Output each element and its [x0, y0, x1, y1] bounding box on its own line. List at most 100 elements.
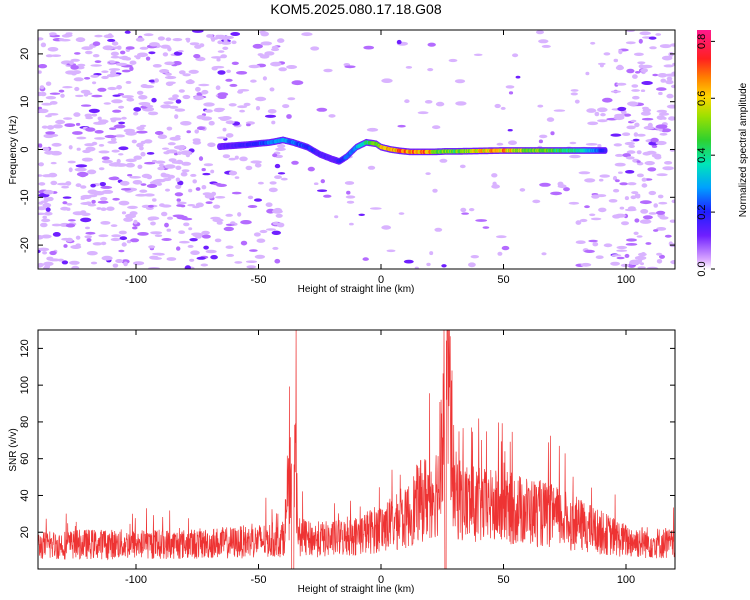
noise-speckle	[629, 259, 641, 265]
noise-speckle	[43, 189, 54, 195]
noise-speckle	[108, 73, 121, 77]
noise-speckle	[147, 204, 154, 208]
noise-speckle	[154, 234, 163, 237]
noise-speckle	[600, 113, 606, 117]
noise-speckle	[98, 234, 109, 238]
noise-speckle	[254, 163, 262, 168]
spectrogram-y-axis: -20 -10 0 10 20	[19, 48, 675, 253]
noise-speckle	[108, 176, 120, 181]
noise-speckle	[121, 116, 127, 120]
noise-speckle	[111, 41, 119, 46]
x-tick-label: 100	[617, 574, 635, 586]
noise-speckle	[97, 116, 102, 121]
noise-speckle	[155, 160, 166, 164]
noise-speckle	[38, 63, 48, 69]
noise-speckle	[160, 204, 172, 208]
noise-speckle	[546, 117, 555, 122]
noise-speckle	[658, 128, 663, 132]
spectrogram-y-label: Frequency (Hz)	[8, 116, 19, 185]
noise-speckle	[624, 196, 630, 201]
noise-speckle	[639, 200, 652, 205]
noise-speckle	[91, 199, 96, 204]
noise-speckle	[100, 241, 107, 246]
noise-speckle	[656, 173, 668, 177]
noise-speckle	[599, 63, 604, 68]
noise-speckle	[211, 56, 223, 59]
noise-speckle	[136, 126, 145, 131]
noise-speckle	[97, 87, 107, 92]
noise-speckle	[91, 113, 98, 117]
noise-speckle	[639, 219, 652, 224]
noise-speckle	[127, 174, 133, 177]
noise-speckle	[585, 143, 598, 146]
noise-speckle	[429, 251, 434, 256]
noise-speckle	[656, 252, 663, 256]
noise-speckle	[49, 101, 58, 105]
noise-speckle	[246, 123, 251, 127]
noise-speckle	[664, 161, 673, 165]
noise-speckle	[68, 145, 73, 150]
noise-speckle	[316, 107, 328, 112]
noise-speckle	[268, 187, 278, 193]
noise-speckle	[584, 178, 596, 183]
noise-speckle	[125, 46, 135, 50]
noise-speckle	[425, 172, 431, 176]
y-tick-label: 100	[19, 376, 31, 394]
noise-speckle	[57, 258, 64, 262]
noise-speckle	[157, 134, 168, 139]
noise-speckle	[461, 212, 469, 215]
noise-speckle	[137, 52, 148, 58]
noise-speckle	[207, 142, 216, 148]
noise-speckle	[507, 129, 513, 132]
noise-speckle	[130, 238, 140, 243]
noise-speckle	[90, 74, 99, 78]
x-tick-label: 50	[497, 574, 509, 586]
noise-speckle	[213, 108, 224, 113]
noise-speckle	[175, 184, 182, 189]
noise-speckle	[215, 85, 221, 90]
noise-speckle	[610, 90, 622, 93]
noise-speckle	[214, 238, 222, 243]
noise-speckle	[50, 161, 57, 165]
spectrogram-signal	[217, 136, 608, 165]
snr-x-axis: -100 -50 0 50 100	[125, 330, 635, 586]
noise-speckle	[210, 255, 218, 260]
noise-speckle	[100, 221, 111, 225]
noise-speckle	[255, 106, 261, 111]
noise-speckle	[588, 239, 598, 243]
noise-speckle	[132, 226, 138, 230]
noise-speckle	[143, 33, 154, 37]
noise-speckle	[70, 65, 79, 70]
noise-speckle	[611, 254, 622, 257]
noise-speckle	[84, 113, 93, 118]
noise-speckle	[180, 171, 188, 177]
noise-speckle	[118, 121, 126, 125]
noise-speckle	[226, 253, 235, 257]
noise-speckle	[75, 235, 81, 240]
noise-speckle	[120, 188, 132, 191]
noise-speckle	[176, 198, 181, 202]
noise-speckle	[217, 70, 226, 75]
noise-speckle	[101, 156, 110, 160]
noise-speckle	[257, 181, 264, 185]
noise-speckle	[109, 60, 116, 64]
noise-speckle	[62, 196, 72, 199]
noise-speckle	[80, 185, 87, 189]
y-tick-label: 80	[19, 416, 31, 428]
noise-speckle	[38, 91, 43, 97]
noise-speckle	[146, 184, 158, 188]
noise-speckle	[173, 51, 183, 56]
noise-speckle	[60, 93, 65, 98]
noise-speckle	[637, 61, 646, 65]
noise-speckle	[187, 204, 196, 207]
noise-speckle	[62, 201, 68, 205]
noise-speckle	[230, 32, 241, 36]
noise-speckle	[44, 264, 51, 269]
noise-speckle	[211, 191, 217, 196]
noise-speckle	[625, 41, 636, 45]
noise-speckle	[165, 37, 172, 42]
noise-speckle	[557, 184, 567, 189]
noise-speckle	[653, 229, 659, 232]
noise-speckle	[405, 66, 413, 69]
